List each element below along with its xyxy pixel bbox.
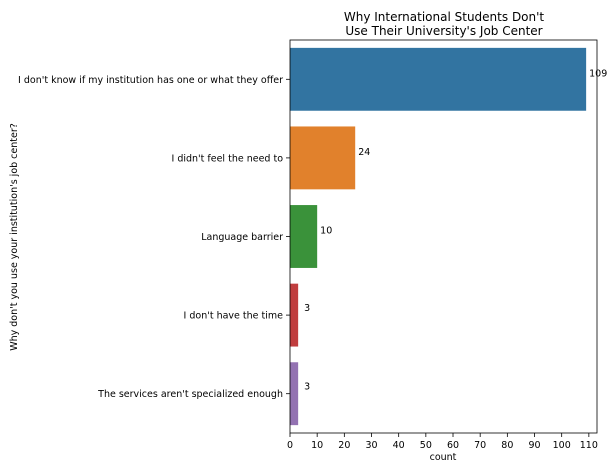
x-ticks-layer: 0 10 20 30 40 50 60 70 80 90 100 110: [287, 433, 598, 451]
x-tick-label-10: 10: [311, 440, 323, 451]
bar-5: [290, 362, 299, 426]
x-tick-label-30: 30: [365, 440, 377, 451]
x-tick-label-50: 50: [420, 440, 432, 451]
bars-layer: [290, 47, 587, 426]
data-label-1: 109: [589, 68, 607, 79]
data-label-5: 3: [304, 382, 310, 393]
category-label-1: I don't know if my institution has one o…: [18, 75, 283, 86]
bar-1: [290, 47, 587, 111]
y-axis-label: Why don't you use your institution's job…: [9, 123, 20, 351]
x-tick-label-70: 70: [474, 440, 486, 451]
chart-title-line-2: Use Their University's Job Center: [345, 24, 542, 38]
x-tick-label-20: 20: [338, 440, 350, 451]
x-tick-label-40: 40: [393, 440, 405, 451]
category-label-3: Language barrier: [201, 232, 283, 243]
plot-frame: [289, 39, 598, 434]
bar-3: [290, 205, 318, 268]
data-label-2: 24: [358, 147, 370, 158]
x-tick-label-110: 110: [580, 440, 598, 451]
x-tick-label-0: 0: [287, 440, 293, 451]
x-tick-label-80: 80: [501, 440, 513, 451]
x-tick-label-60: 60: [447, 440, 459, 451]
category-label-4: I don't have the time: [184, 311, 284, 322]
category-label-5: The services aren't specialized enough: [97, 389, 283, 400]
data-label-4: 3: [304, 303, 310, 314]
x-axis-label: count: [430, 452, 457, 463]
x-tick-label-100: 100: [553, 440, 571, 451]
chart-title-line-1: Why International Students Don't: [344, 10, 545, 24]
x-tick-label-90: 90: [528, 440, 540, 451]
bar-4: [290, 283, 299, 347]
bar-2: [290, 126, 356, 190]
data-label-3: 10: [320, 226, 332, 237]
data-labels-layer: 109 24 10 3 3: [304, 68, 607, 392]
category-labels-layer: I don't know if my institution has one o…: [18, 75, 290, 400]
category-label-2: I didn't feel the need to: [172, 153, 284, 164]
